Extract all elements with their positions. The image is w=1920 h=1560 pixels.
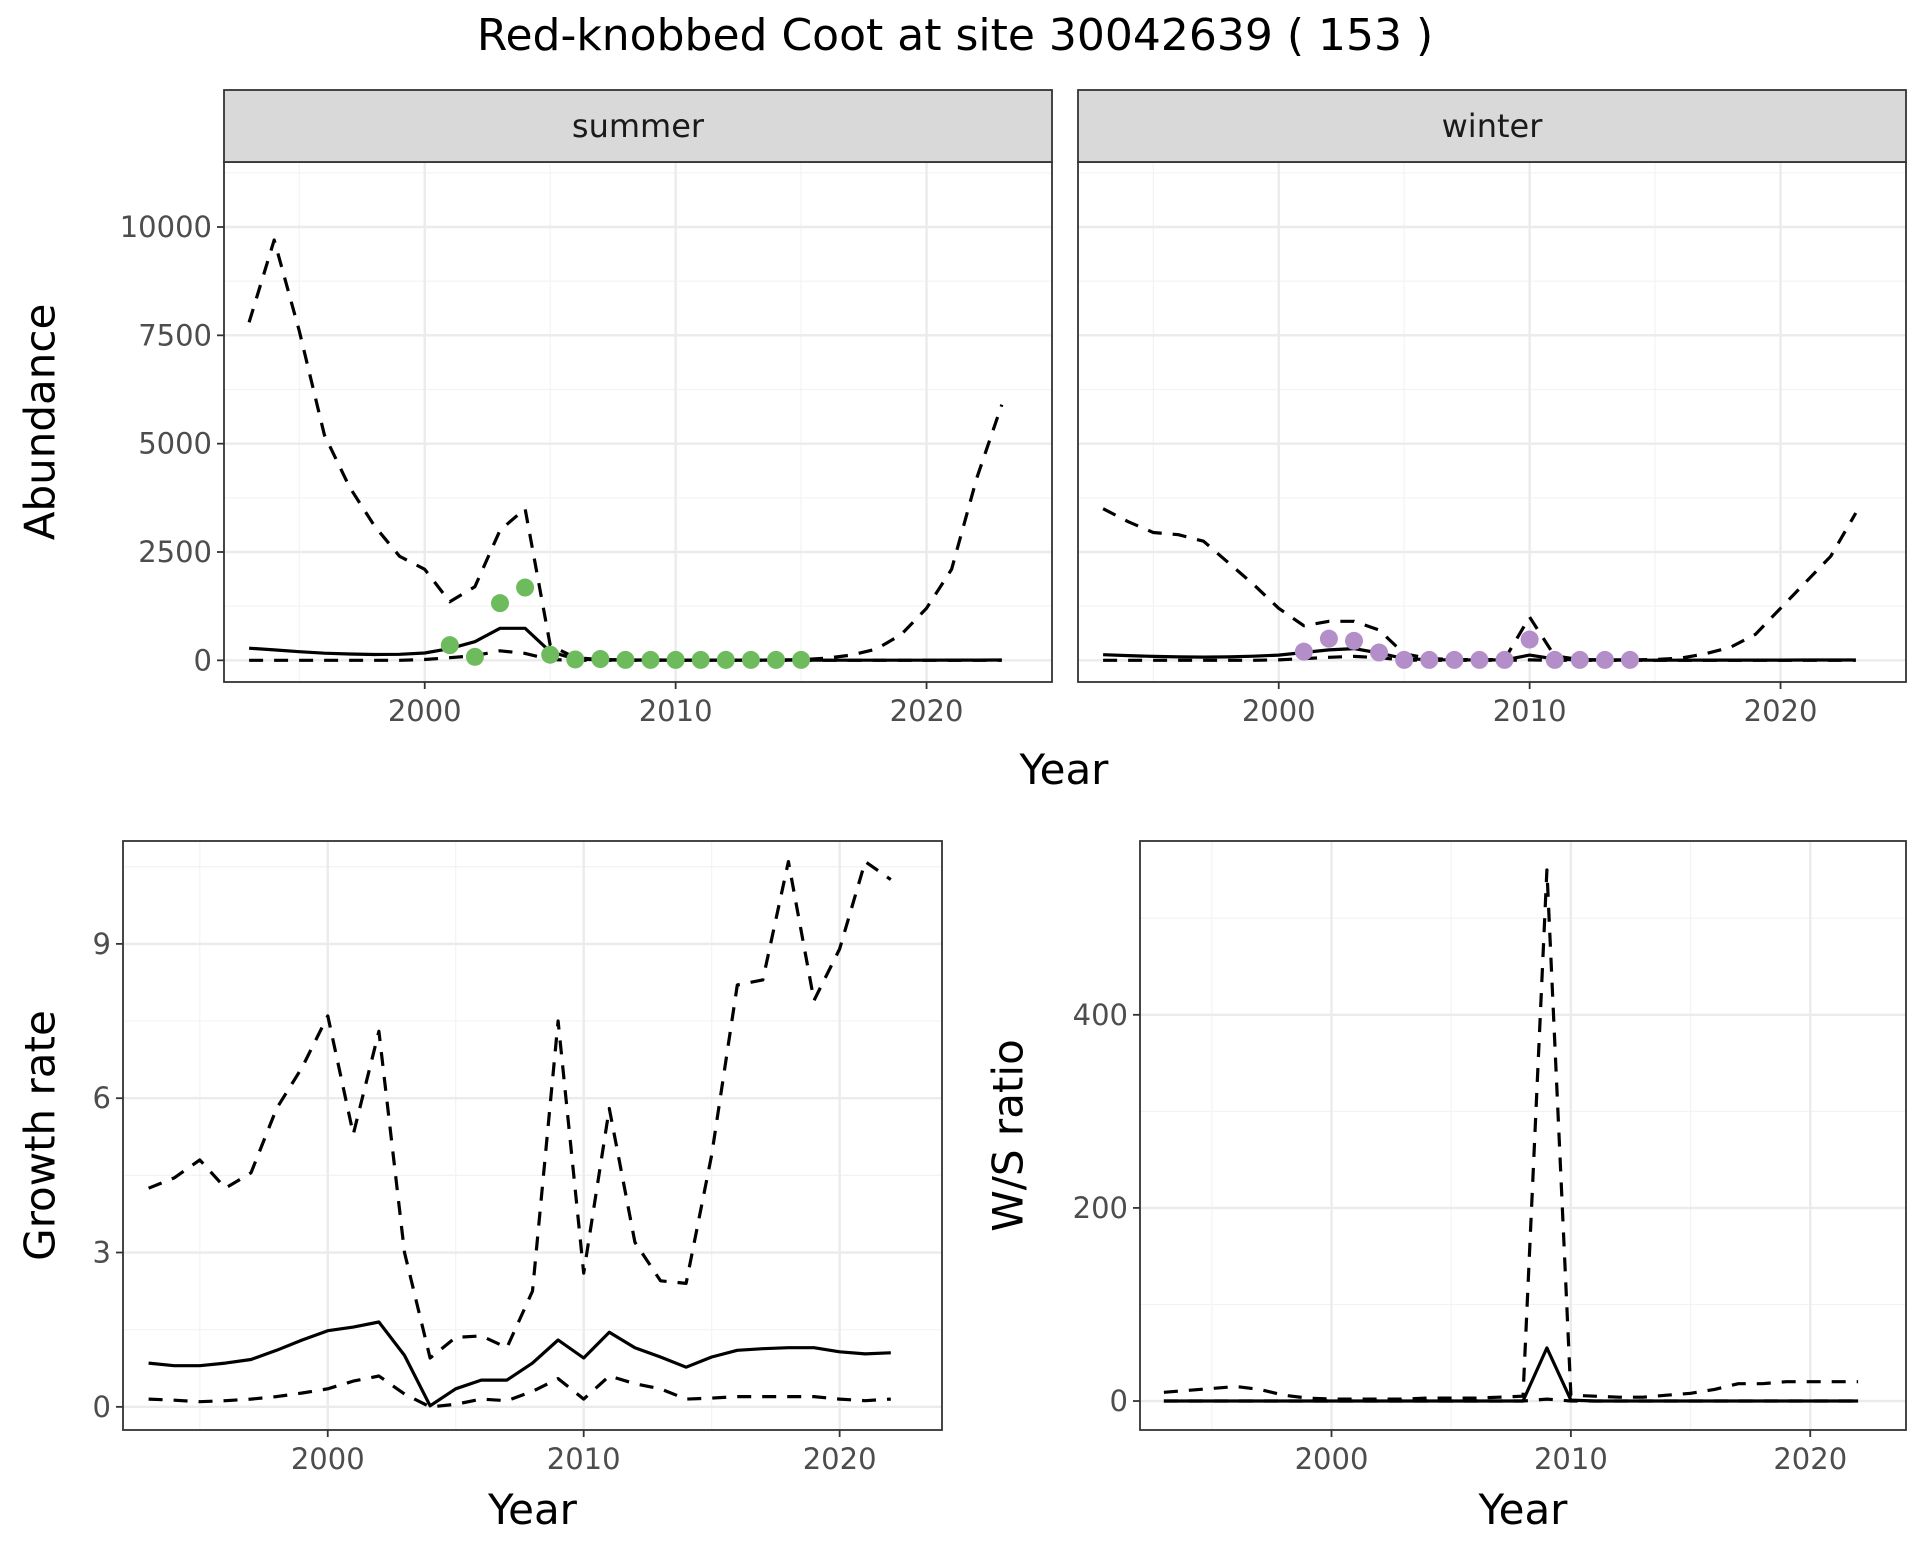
facet-strip [223, 89, 1053, 163]
x-tick-label: 2000 [388, 694, 462, 728]
top-x-axis-label: Year [1019, 745, 1110, 794]
panel-background [1140, 841, 1906, 1430]
y-axis-label: Growth rate [16, 1010, 65, 1261]
y-tick-label: 6 [93, 1081, 111, 1115]
y-tick-label: 9 [93, 927, 111, 961]
x-tick-label: 2000 [291, 1442, 365, 1476]
y-tick-label: 2500 [138, 535, 212, 569]
observed-point [792, 650, 811, 669]
y-tick-label: 3 [93, 1236, 111, 1270]
observed-point [566, 650, 585, 669]
observed-point [1621, 650, 1639, 669]
series-line-lower [148, 1374, 891, 1409]
y-tick-label: 400 [1073, 998, 1128, 1032]
y-tick-label: 0 [1110, 1384, 1128, 1418]
chart-title: Red-knobbed Coot at site 30042639 ( 153 … [477, 10, 1433, 61]
observed-point [691, 650, 710, 669]
x-tick-label: 2010 [639, 694, 713, 728]
observed-point [641, 650, 660, 669]
x-tick-label: 2020 [1744, 694, 1818, 728]
observed-point [1520, 630, 1539, 649]
observed-point [666, 650, 685, 669]
observed-point [591, 650, 610, 669]
panel-summer: summer 2000 2010 2020 0 2500 5000 7500 10000 Abun… [16, 89, 1053, 728]
observed-point [1294, 642, 1313, 661]
observed-point [1495, 650, 1514, 669]
panel-winter: winter 2000 2010 2020 [1077, 89, 1907, 728]
observed-point [1319, 629, 1338, 648]
x-tick-label: 2010 [1493, 694, 1567, 728]
observed-point [516, 578, 535, 597]
panel-background [224, 162, 1052, 682]
y-axis-label: W/S ratio [984, 1039, 1033, 1232]
y-tick-label: 7500 [138, 318, 212, 352]
observed-point [767, 650, 785, 669]
observed-point [1570, 650, 1589, 669]
y-tick-label: 0 [194, 643, 212, 677]
facet-strip-label: summer [572, 107, 705, 145]
x-axis-label: Year [487, 1485, 578, 1534]
y-tick-label: 10000 [120, 210, 212, 244]
x-tick-label: 2020 [890, 694, 964, 728]
x-tick-label: 2020 [803, 1442, 877, 1476]
x-tick-label: 2000 [1242, 694, 1316, 728]
y-tick-label: 200 [1073, 1191, 1128, 1225]
facet-strip [1077, 89, 1907, 163]
panel-background [123, 841, 942, 1430]
y-axis-label: Abundance [16, 304, 65, 541]
panel-growth-rate: 2000 2010 2020 0 3 6 9 Growth rate Year [16, 840, 943, 1534]
observed-point [1470, 650, 1489, 669]
observed-point [741, 650, 760, 669]
observed-point [1370, 643, 1389, 662]
facet-strip-label: winter [1442, 107, 1544, 145]
x-tick-label: 2020 [1773, 1442, 1847, 1476]
observed-point [541, 645, 560, 664]
observed-point [1395, 650, 1414, 669]
x-tick-label: 2000 [1295, 1442, 1369, 1476]
observed-point [1345, 631, 1363, 650]
observed-point [491, 594, 509, 613]
observed-point [440, 636, 459, 655]
y-tick-label: 0 [93, 1390, 111, 1424]
observed-point [1420, 650, 1439, 669]
series-line-lower [1163, 1397, 1859, 1403]
series-line-median [148, 1320, 891, 1408]
observed-point [1445, 650, 1464, 669]
series-line-upper [1163, 868, 1859, 1401]
observed-point [1595, 650, 1614, 669]
panel-border [1139, 840, 1907, 1431]
x-axis-label: Year [1478, 1485, 1569, 1534]
panel-ws-ratio: 2000 2010 2020 0 200 400 W/S ratio Year [984, 840, 1907, 1534]
y-tick-label: 5000 [138, 427, 212, 461]
x-tick-label: 2010 [547, 1442, 621, 1476]
panel-background [1078, 162, 1906, 682]
panel-border [122, 840, 943, 1431]
x-tick-label: 2010 [1534, 1442, 1608, 1476]
observed-point [1545, 650, 1564, 669]
observed-point [616, 650, 635, 669]
observed-point [465, 647, 484, 666]
observed-point [716, 650, 735, 669]
series-line-upper [148, 860, 892, 1360]
